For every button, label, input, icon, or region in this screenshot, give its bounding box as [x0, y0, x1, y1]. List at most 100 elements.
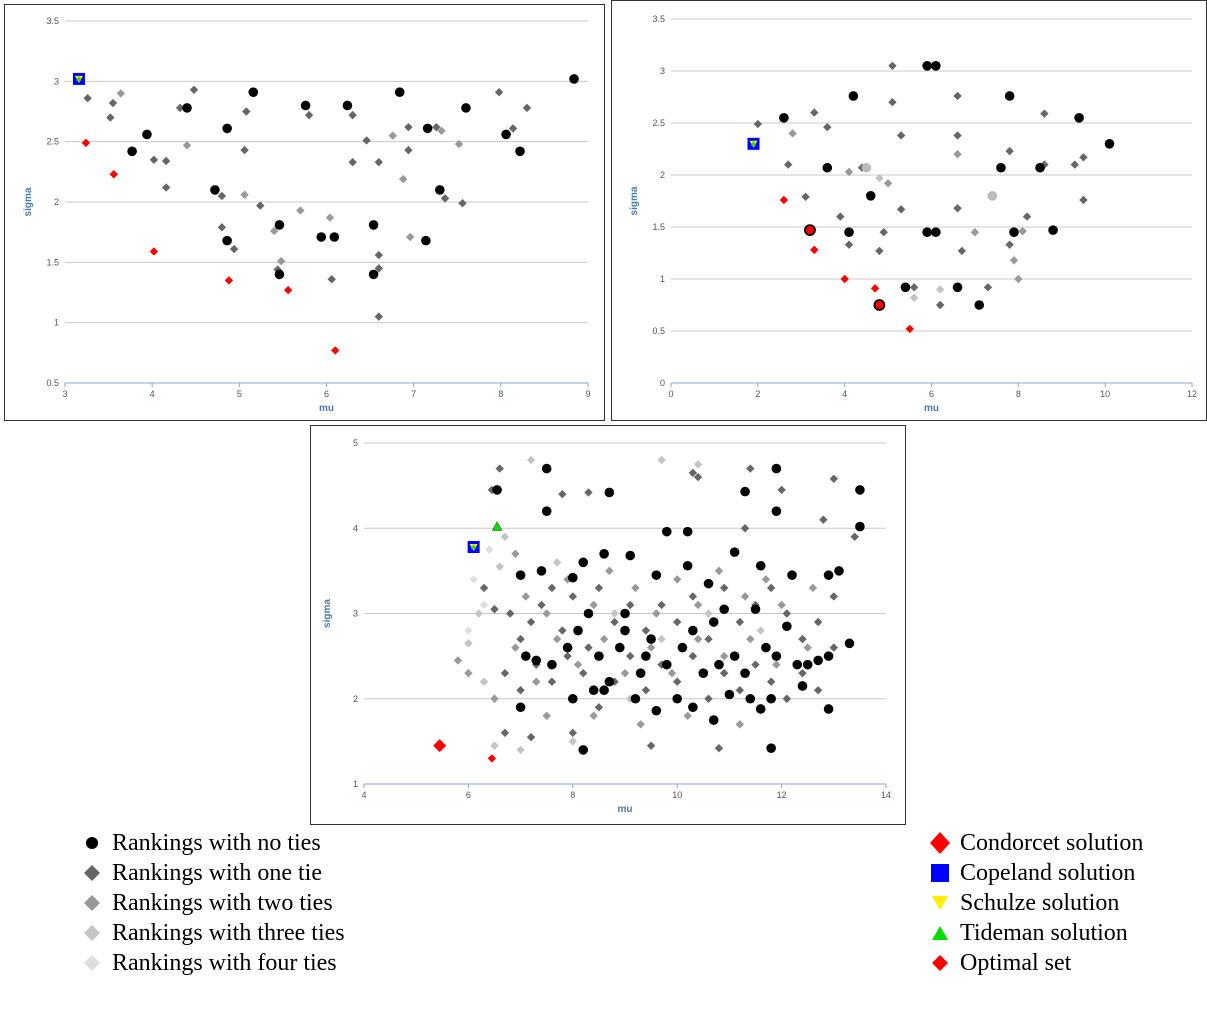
point-no-ties	[755, 704, 766, 714]
point-no-ties	[703, 578, 714, 589]
series-one-tie	[753, 61, 1088, 310]
point-one-tie	[404, 145, 413, 155]
x-tick-label: 5	[237, 389, 242, 399]
series-combined-solution	[467, 541, 480, 554]
series-optimal-set	[487, 754, 497, 763]
y-tick-label: 4	[353, 523, 358, 533]
chart-panel-1: 0.5 1 1.5 2 2.5 3 3.5 3 4 5 6 7 8 9 mu sigma	[4, 4, 605, 421]
point-two-ties	[437, 126, 446, 136]
point-one-tie	[1005, 240, 1014, 249]
point-three-ties	[626, 694, 635, 703]
point-one-tie	[610, 617, 619, 627]
point-no-ties	[792, 659, 803, 670]
point-one-tie	[495, 464, 504, 473]
point-no-ties	[501, 129, 511, 140]
point-one-tie	[751, 660, 760, 669]
point-three-ties	[875, 173, 884, 183]
point-no-ties	[422, 123, 433, 134]
point-no-ties	[515, 702, 526, 713]
point-condorcet	[149, 247, 159, 256]
point-tideman	[491, 521, 503, 531]
x-tick-label: 0	[668, 389, 673, 399]
gridlines	[65, 20, 588, 384]
point-one-tie	[810, 108, 819, 117]
point-one-tie	[374, 157, 383, 167]
point-one-tie	[704, 634, 713, 644]
point-condorcet	[109, 170, 119, 179]
y-tick-label: 2	[660, 170, 665, 180]
point-condorcet	[433, 739, 447, 753]
point-two-ties	[589, 600, 598, 610]
point-no-ties	[740, 668, 750, 678]
point-no-ties	[435, 185, 445, 195]
point-two-ties	[636, 720, 645, 729]
point-one-tie	[823, 122, 832, 132]
point-one-tie	[189, 85, 199, 94]
point-no-ties	[248, 87, 259, 97]
x-tick-label: 10	[672, 790, 682, 800]
point-two-ties	[652, 609, 661, 618]
point-one-tie	[626, 600, 635, 610]
point-one-tie	[888, 61, 897, 70]
point-one-tie	[537, 600, 546, 610]
y-tick-label: 3	[54, 76, 59, 86]
point-condorcet	[224, 276, 234, 285]
point-no-ties	[625, 550, 636, 561]
point-three-ties	[490, 741, 499, 750]
point-no-ties	[698, 668, 709, 678]
point-four-ties	[464, 626, 473, 635]
point-one-tie	[500, 728, 510, 738]
point-one-tie	[801, 192, 810, 202]
point-one-tie	[547, 583, 557, 593]
point-one-tie	[896, 131, 906, 140]
point-two-ties	[693, 600, 703, 610]
legend-entry: Rankings with two ties	[80, 888, 345, 918]
legend-label: Rankings with two ties	[112, 889, 333, 916]
point-no-ties	[531, 655, 542, 666]
point-one-tie	[217, 191, 227, 201]
point-two-ties	[511, 643, 520, 652]
legend-entry: Rankings with three ties	[80, 918, 345, 948]
legend-entry: Rankings with no ties	[80, 828, 345, 858]
point-no-ties	[974, 300, 985, 310]
point-one-tie	[522, 103, 532, 113]
diamond-legend-icon	[84, 955, 100, 971]
point-no-ties	[719, 604, 729, 615]
triangle-down-legend-icon	[932, 896, 948, 910]
point-one-tie	[508, 124, 518, 133]
x-tick-label: 4	[150, 389, 155, 399]
point-one-tie	[673, 677, 682, 686]
data-points	[72, 72, 579, 355]
point-one-tie	[1079, 195, 1088, 205]
point-no-ties	[952, 282, 963, 293]
point-two-ties	[735, 720, 745, 729]
x-tick-label: 4	[361, 790, 366, 800]
point-one-tie	[844, 240, 854, 249]
point-three-ties	[552, 558, 562, 567]
point-no-ties	[802, 659, 813, 670]
point-one-tie	[108, 98, 118, 108]
point-no-ties	[677, 642, 688, 653]
point-no-ties	[750, 604, 761, 615]
point-no-ties	[646, 634, 656, 644]
point-no-ties	[614, 642, 625, 653]
point-one-tie	[896, 205, 906, 214]
series-three-ties	[875, 173, 945, 302]
point-no-ties	[672, 693, 682, 704]
legend-entry: Optimal set	[928, 948, 1143, 978]
point-one-tie	[888, 98, 897, 107]
point-one-tie	[490, 605, 499, 614]
legend-entry: Copeland solution	[928, 858, 1143, 888]
point-no-ties	[708, 715, 719, 725]
point-no-ties	[562, 642, 573, 653]
point-one-tie	[657, 600, 666, 610]
legend-label: Tideman solution	[960, 919, 1128, 946]
point-no-ties	[127, 146, 137, 157]
point-two-ties	[240, 190, 249, 199]
y-tick-label: 1	[54, 318, 59, 328]
point-two-ties	[453, 656, 463, 665]
x-tick-label: 8	[1016, 389, 1021, 399]
point-three-ties	[657, 634, 666, 644]
point-no-ties	[834, 566, 844, 576]
point-one-tie	[594, 583, 604, 593]
